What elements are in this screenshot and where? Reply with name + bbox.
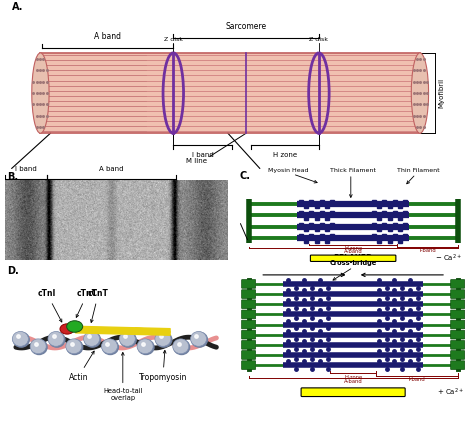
Text: Tropomyosin: Tropomyosin bbox=[139, 350, 187, 382]
Circle shape bbox=[12, 332, 28, 346]
Text: H zone: H zone bbox=[273, 152, 297, 158]
Text: H-zone: H-zone bbox=[344, 246, 362, 251]
FancyBboxPatch shape bbox=[451, 361, 465, 369]
Circle shape bbox=[48, 332, 64, 346]
Text: I band: I band bbox=[15, 166, 37, 172]
Text: A-band: A-band bbox=[344, 379, 363, 384]
Text: D.: D. bbox=[7, 266, 18, 275]
FancyBboxPatch shape bbox=[451, 320, 465, 329]
FancyBboxPatch shape bbox=[242, 300, 255, 308]
Circle shape bbox=[30, 339, 46, 354]
Text: M line: M line bbox=[186, 158, 208, 164]
Text: A band: A band bbox=[94, 32, 121, 41]
FancyBboxPatch shape bbox=[451, 300, 465, 308]
Circle shape bbox=[173, 340, 190, 354]
Circle shape bbox=[155, 332, 171, 346]
FancyBboxPatch shape bbox=[310, 255, 396, 261]
Text: C.: C. bbox=[239, 171, 250, 181]
FancyBboxPatch shape bbox=[242, 320, 255, 329]
FancyBboxPatch shape bbox=[301, 388, 405, 396]
Ellipse shape bbox=[67, 321, 82, 332]
Text: Thin Filament: Thin Filament bbox=[397, 168, 439, 173]
Text: Z disk: Z disk bbox=[164, 37, 183, 42]
FancyBboxPatch shape bbox=[242, 361, 255, 369]
Circle shape bbox=[191, 332, 208, 347]
Circle shape bbox=[49, 332, 65, 347]
Circle shape bbox=[84, 332, 100, 347]
Text: Actin: Actin bbox=[69, 351, 94, 382]
FancyBboxPatch shape bbox=[242, 310, 255, 319]
Text: Z disk: Z disk bbox=[310, 37, 328, 42]
Ellipse shape bbox=[60, 324, 74, 334]
Text: Thick Filament: Thick Filament bbox=[330, 168, 376, 173]
Text: $-$ Ca$^{2+}$: $-$ Ca$^{2+}$ bbox=[435, 253, 462, 264]
Text: B.: B. bbox=[7, 173, 18, 182]
Text: CONTRACTED: CONTRACTED bbox=[324, 388, 383, 397]
Circle shape bbox=[67, 340, 82, 354]
Text: I-band: I-band bbox=[409, 377, 425, 382]
Ellipse shape bbox=[32, 53, 49, 133]
Circle shape bbox=[66, 339, 82, 354]
Text: I band: I band bbox=[192, 152, 214, 158]
Text: cTnI: cTnI bbox=[38, 289, 62, 322]
Text: I-band: I-band bbox=[419, 248, 436, 253]
Circle shape bbox=[191, 332, 207, 346]
FancyBboxPatch shape bbox=[451, 330, 465, 339]
Circle shape bbox=[120, 332, 136, 347]
FancyBboxPatch shape bbox=[451, 280, 465, 288]
FancyBboxPatch shape bbox=[451, 351, 465, 359]
Circle shape bbox=[13, 332, 29, 347]
Circle shape bbox=[119, 332, 135, 346]
FancyBboxPatch shape bbox=[40, 53, 420, 133]
Circle shape bbox=[156, 332, 172, 347]
Text: cTnT: cTnT bbox=[88, 289, 109, 322]
Text: A-band: A-band bbox=[344, 250, 363, 255]
Circle shape bbox=[137, 339, 153, 354]
Text: cTnC: cTnC bbox=[76, 289, 98, 317]
Ellipse shape bbox=[411, 53, 428, 133]
Text: Head-to-tail
overlap: Head-to-tail overlap bbox=[103, 352, 143, 401]
Text: A.: A. bbox=[12, 2, 23, 12]
Text: Cross-bridge: Cross-bridge bbox=[329, 260, 377, 266]
FancyBboxPatch shape bbox=[242, 330, 255, 339]
FancyBboxPatch shape bbox=[451, 341, 465, 349]
Text: Sarcomere: Sarcomere bbox=[226, 22, 267, 31]
Text: A band: A band bbox=[100, 166, 124, 172]
Text: Myofibril: Myofibril bbox=[438, 78, 444, 108]
Text: RELAXED: RELAXED bbox=[333, 254, 373, 263]
Text: Myosin Head: Myosin Head bbox=[268, 168, 309, 173]
Text: $+$ Ca$^{2+}$: $+$ Ca$^{2+}$ bbox=[437, 387, 464, 398]
Circle shape bbox=[138, 340, 154, 354]
Circle shape bbox=[83, 332, 100, 346]
Circle shape bbox=[173, 339, 189, 354]
FancyBboxPatch shape bbox=[242, 351, 255, 359]
FancyBboxPatch shape bbox=[242, 341, 255, 349]
Circle shape bbox=[102, 340, 118, 354]
FancyBboxPatch shape bbox=[451, 310, 465, 319]
Text: H-zone: H-zone bbox=[344, 375, 362, 380]
FancyBboxPatch shape bbox=[242, 280, 255, 288]
FancyBboxPatch shape bbox=[242, 290, 255, 298]
Circle shape bbox=[101, 339, 118, 354]
Circle shape bbox=[31, 340, 47, 354]
FancyBboxPatch shape bbox=[451, 290, 465, 298]
